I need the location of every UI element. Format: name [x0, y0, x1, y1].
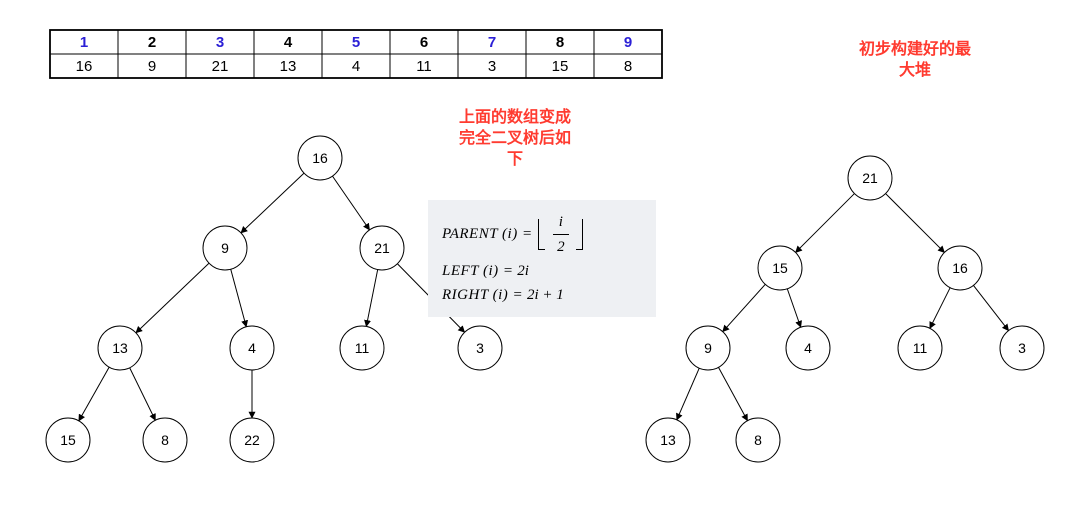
caption-right: 初步构建好的最大堆: [830, 40, 1000, 82]
tree-node-label: 4: [804, 340, 812, 356]
caption-left: 上面的数组变成完全二叉树后如下: [430, 108, 600, 170]
table-cell: 13: [280, 58, 297, 75]
caption-line: 大堆: [830, 61, 1000, 82]
tree-edge: [886, 194, 945, 253]
formula-right-lhs: RIGHT (i) =: [442, 287, 523, 303]
tree-edge: [930, 288, 950, 329]
formula-left-lhs: LEFT (i) =: [442, 263, 514, 279]
tree-node-label: 9: [704, 340, 712, 356]
table-header: 3: [216, 34, 224, 51]
tree-node-label: 21: [862, 170, 878, 186]
caption-line: 上面的数组变成: [430, 108, 600, 129]
table-header: 5: [352, 34, 360, 51]
formula-right: RIGHT (i) = 2i + 1: [442, 283, 642, 307]
tree-node-label: 3: [1018, 340, 1026, 356]
table-header: 6: [420, 34, 428, 51]
caption-line: 完全二叉树后如: [430, 129, 600, 150]
formula-box: PARENT (i) = i 2 LEFT (i) = 2i RIGHT (i)…: [428, 200, 656, 317]
frac-num: i: [553, 210, 569, 235]
formula-right-rhs: 2i + 1: [527, 287, 564, 303]
tree-node-label: 15: [772, 260, 788, 276]
diagram-stage: 12345678916921134113158 1692113411315822…: [0, 0, 1080, 509]
floor-open-icon: [538, 219, 545, 250]
formula-left: LEFT (i) = 2i: [442, 259, 642, 283]
tree-edge: [719, 367, 748, 420]
tree-edge: [241, 173, 304, 233]
tree-node-label: 8: [161, 432, 169, 448]
tree-edge: [723, 284, 766, 331]
tree-node-label: 8: [754, 432, 762, 448]
table-header: 4: [284, 34, 293, 51]
tree-right: 21 15 16 9 4 11 3 13 8: [646, 156, 1044, 462]
table-cell: 11: [416, 58, 432, 75]
tree-node-label: 15: [60, 432, 76, 448]
tree-edge: [366, 270, 377, 327]
caption-line: 下: [430, 150, 600, 171]
tree-edge: [973, 285, 1008, 330]
table-header: 2: [148, 34, 156, 51]
table-cell: 16: [76, 58, 93, 75]
table-header: 8: [556, 34, 564, 51]
tree-edge: [130, 368, 156, 420]
table-header: 7: [488, 34, 496, 51]
tree-edge: [79, 367, 109, 421]
tree-edge: [332, 176, 369, 230]
tree-node-label: 22: [244, 432, 260, 448]
table-cell: 4: [352, 58, 360, 75]
table-header: 9: [624, 34, 632, 51]
floor-close-icon: [576, 219, 583, 250]
tree-node-label: 9: [221, 240, 229, 256]
tree-edge: [796, 194, 855, 253]
tree-node-label: 13: [112, 340, 128, 356]
table-cell: 9: [148, 58, 156, 75]
table-cell: 8: [624, 58, 632, 75]
tree-edge: [231, 269, 247, 327]
tree-node-label: 11: [355, 340, 370, 356]
table-cell: 15: [552, 58, 569, 75]
tree-node-label: 13: [660, 432, 676, 448]
tree-edge: [136, 263, 209, 333]
table-header: 1: [80, 34, 88, 51]
tree-node-label: 21: [374, 240, 390, 256]
formula-parent-lhs: PARENT (i) =: [442, 226, 533, 242]
tree-node-label: 16: [952, 260, 968, 276]
tree-edge: [787, 289, 800, 327]
tree-node-label: 4: [248, 340, 256, 356]
formula-left-rhs: 2i: [517, 263, 529, 279]
array-table: 1 2 3 4 5 6 7 8 9 16 9 21 13 4 11 3 15 8: [50, 30, 662, 78]
caption-line: 初步构建好的最: [830, 40, 1000, 61]
tree-node-label: 16: [312, 150, 328, 166]
frac-den: 2: [553, 235, 569, 259]
table-cell: 21: [212, 58, 229, 75]
tree-edge: [677, 368, 699, 420]
formula-parent-frac: i 2: [553, 210, 569, 259]
tree-node-label: 3: [476, 340, 484, 356]
table-cell: 3: [488, 58, 496, 75]
tree-node-label: 11: [913, 340, 928, 356]
formula-parent: PARENT (i) = i 2: [442, 210, 642, 259]
